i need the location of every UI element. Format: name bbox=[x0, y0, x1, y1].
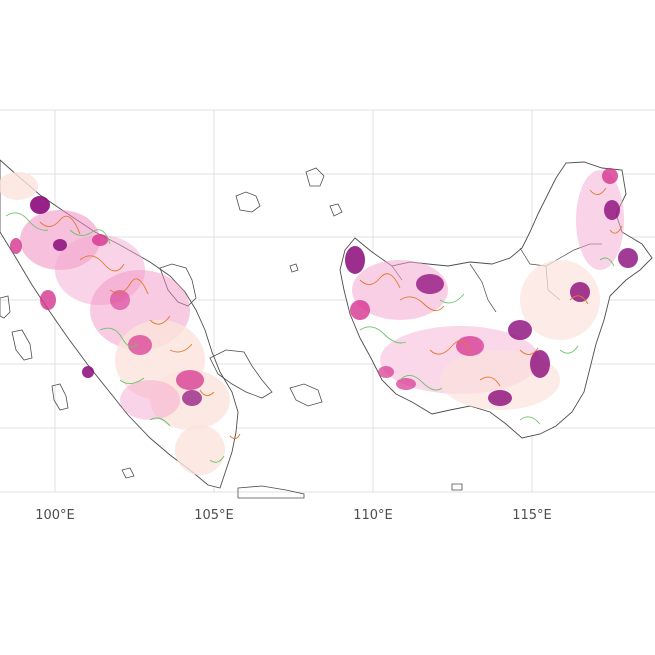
contour-lines bbox=[5, 187, 623, 463]
x-axis: 100°E 105°E 110°E 115°E bbox=[35, 508, 552, 523]
x-tick-label-115e: 115°E bbox=[512, 508, 552, 523]
x-tick-label-100e: 100°E bbox=[35, 508, 75, 523]
minor-islands bbox=[0, 167, 463, 499]
density-layer-borneo bbox=[345, 168, 638, 410]
x-tick-label-105e: 105°E bbox=[194, 508, 234, 523]
borneo-internal-borders bbox=[391, 243, 602, 313]
x-tick-label-110e: 110°E bbox=[353, 508, 393, 523]
density-layer-sumatra bbox=[0, 172, 230, 475]
borneo bbox=[339, 161, 653, 439]
borneo-coastline bbox=[339, 161, 653, 439]
